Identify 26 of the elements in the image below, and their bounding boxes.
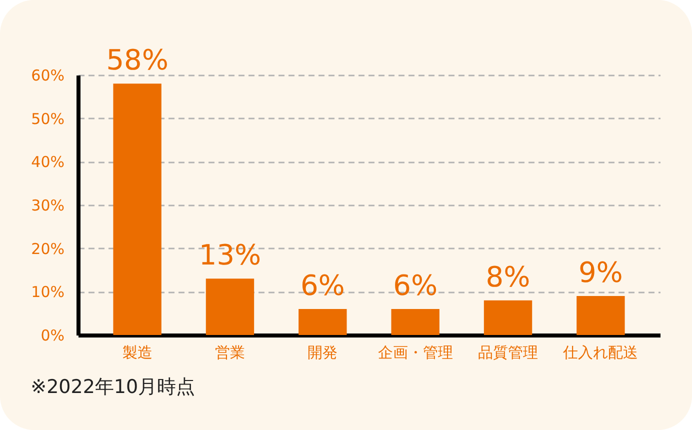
bar <box>113 84 162 335</box>
data-label: 13% <box>198 238 262 272</box>
y-tick-label: 30% <box>31 196 64 214</box>
x-tick-label: 品質管理 <box>478 344 538 362</box>
data-label: 8% <box>486 260 530 294</box>
data-label: 58% <box>106 44 168 77</box>
y-tick-label: 0% <box>40 326 64 344</box>
bar <box>576 296 625 335</box>
bar <box>206 278 254 335</box>
y-tick-label: 20% <box>31 240 64 258</box>
x-tick-label: 企画・管理 <box>378 344 453 362</box>
bar <box>484 300 532 335</box>
x-tick-label: 仕入れ配送 <box>562 344 638 362</box>
x-tick-label: 開発 <box>308 344 338 362</box>
y-tick-label: 50% <box>31 110 64 128</box>
x-tick-label: 営業 <box>214 344 245 362</box>
y-tick-label: 40% <box>31 153 64 172</box>
bar <box>391 309 440 335</box>
x-tick-label: 製造 <box>122 344 152 362</box>
data-label: 6% <box>393 269 438 302</box>
y-tick-label: 60% <box>31 66 64 84</box>
bar <box>298 309 347 335</box>
text: ※2022年10月時点 <box>30 376 196 398</box>
data-label: 6% <box>300 269 345 302</box>
y-tick-label: 10% <box>31 283 64 302</box>
data-label: 9% <box>578 256 623 289</box>
